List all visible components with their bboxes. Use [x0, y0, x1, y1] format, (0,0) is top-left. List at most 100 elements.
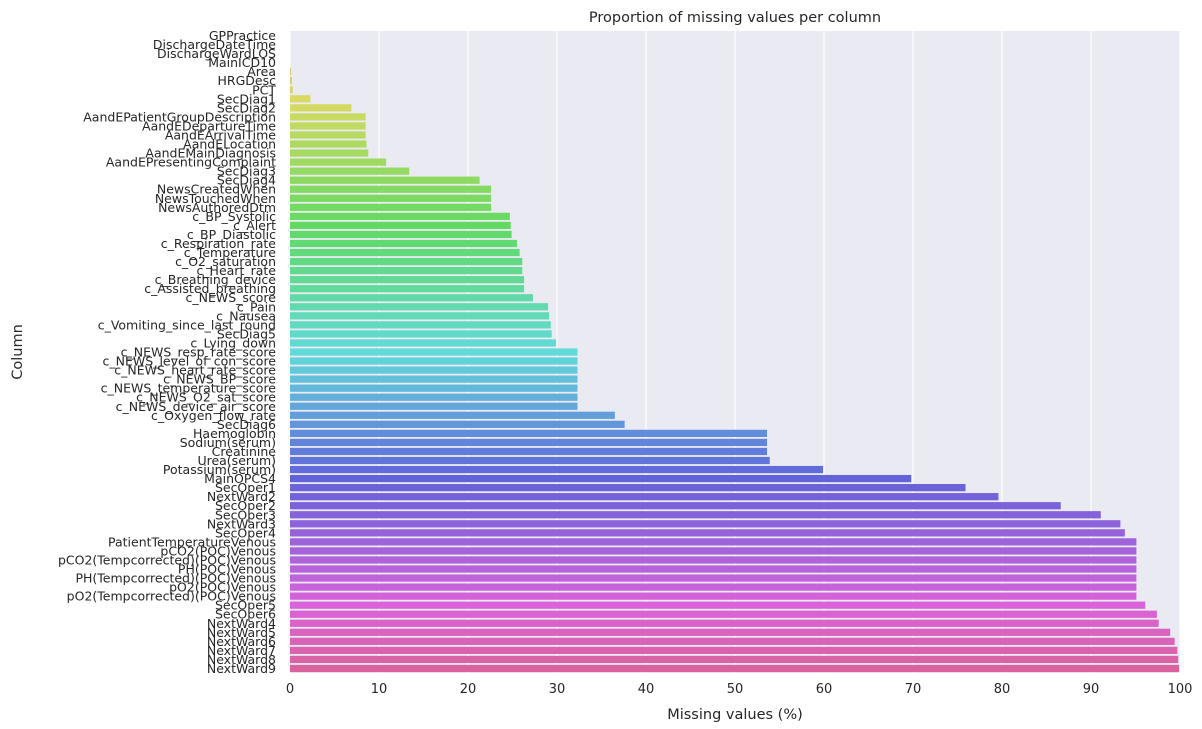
- category-label-AandEPatientGroupDescription: AandEPatientGroupDescription: [83, 109, 276, 124]
- category-label-SecDiag3: SecDiag3: [217, 164, 276, 179]
- x-tick-label-90: 90: [1083, 682, 1100, 697]
- bar-PCT: [290, 86, 293, 94]
- bar-SecOper4: [290, 529, 1125, 537]
- bar-c_NEWS_device_air_score: [290, 402, 578, 410]
- category-label-NewsAuthoredDtm: NewsAuthoredDtm: [158, 200, 276, 215]
- bar-c_NEWS_BP_score: [290, 375, 578, 383]
- category-label-c_BP_Diastolic: c_BP_Diastolic: [187, 227, 276, 242]
- bar-AandEDepartureTime: [290, 122, 366, 130]
- category-label-PCT: PCT: [252, 82, 276, 97]
- bar-AandELocation: [290, 140, 367, 148]
- category-label-SecOper6: SecOper6: [215, 607, 276, 622]
- bar-c_Temperature: [290, 248, 520, 257]
- category-label-c_O2_saturation: c_O2_saturation: [175, 254, 276, 269]
- x-tick-label-10: 10: [371, 682, 388, 697]
- bar-SecOper3: [290, 511, 1101, 519]
- bar-c_Respiration_rate: [290, 239, 517, 248]
- bar-c_Oxygen_flow_rate: [290, 411, 615, 419]
- category-label-c_Heart_rate: c_Heart_rate: [196, 263, 276, 278]
- bar-SecOper5: [290, 601, 1146, 609]
- category-label-NextWard8: NextWard8: [207, 652, 276, 667]
- bar-NextWard3: [290, 520, 1121, 528]
- category-label-SecOper4: SecOper4: [215, 525, 276, 540]
- category-label-DischargeDateTime: DischargeDateTime: [153, 37, 276, 52]
- category-label-GPPractice: GPPractice: [209, 28, 276, 43]
- bar-SecDiag2: [290, 104, 352, 112]
- bar-AandEPatientGroupDescription: [290, 113, 366, 121]
- x-tick-label-0: 0: [286, 682, 294, 697]
- x-axis-title: Missing values (%): [667, 707, 803, 723]
- bar-NextWard6: [290, 637, 1175, 645]
- bar-Sodium(serum): [290, 438, 768, 447]
- category-label-Area: Area: [247, 64, 276, 79]
- category-label-Potassium(serum): Potassium(serum): [163, 462, 276, 477]
- category-label-Haemoglobin: Haemoglobin: [193, 426, 276, 441]
- x-tick-labels: 0 10 20 30 40 50 60 70 80 90 100: [286, 682, 1193, 697]
- bar-NextWard2: [290, 493, 999, 501]
- category-label-PH(Tempcorrected)(POC)Venous: PH(Tempcorrected)(POC)Venous: [75, 571, 276, 586]
- category-label-c_Nausea: c_Nausea: [216, 308, 276, 323]
- bar-pCO2(POC)Venous: [290, 547, 1137, 555]
- category-label-AandEMainDiagnosis: AandEMainDiagnosis: [145, 146, 276, 161]
- category-label-NextWard6: NextWard6: [207, 634, 276, 649]
- bar-c_NEWS_score: [290, 294, 533, 302]
- bar-NextWard7: [290, 646, 1178, 655]
- bar-Haemoglobin: [290, 429, 768, 437]
- bar-c_Pain: [290, 303, 549, 311]
- bar-AandEPresentingComplaint: [290, 158, 387, 166]
- category-label-NextWard2: NextWard2: [207, 489, 276, 504]
- bar-c_Assisted_breathing: [290, 285, 525, 293]
- category-label-SecDiag4: SecDiag4: [217, 173, 276, 188]
- category-label-c_NEWS_device_air_score: c_NEWS_device_air_score: [116, 399, 277, 414]
- category-label-c_Alert: c_Alert: [233, 218, 276, 233]
- bar-c_Lying_down: [290, 339, 557, 347]
- category-label-PH(POC)Venous: PH(POC)Venous: [178, 562, 276, 577]
- bar-Area: [290, 68, 291, 76]
- category-label-PatientTemperatureVenous: PatientTemperatureVenous: [108, 534, 276, 549]
- x-tick-label-40: 40: [638, 682, 655, 697]
- bar-c_NEWS_temperature_score: [290, 384, 578, 392]
- bar-SecDiag3: [290, 167, 410, 175]
- category-label-SecOper2: SecOper2: [215, 498, 276, 513]
- bar-NewsTouchedWhen: [290, 194, 492, 202]
- x-tick-label-60: 60: [816, 682, 833, 697]
- bar-SecOper1: [290, 484, 966, 492]
- category-label-c_NEWS_temperature_score: c_NEWS_temperature_score: [101, 381, 277, 396]
- bar-PatientTemperatureVenous: [290, 538, 1137, 546]
- x-tick-label-70: 70: [905, 682, 922, 697]
- bar-AandEArrivalTime: [290, 131, 366, 139]
- bar-Urea(serum): [290, 456, 770, 465]
- bar-c_O2_saturation: [290, 257, 523, 266]
- category-label-c_Oxygen_flow_rate: c_Oxygen_flow_rate: [151, 408, 276, 423]
- category-label-c_Assisted_breathing: c_Assisted_breathing: [144, 281, 276, 296]
- category-label-c_Pain: c_Pain: [237, 299, 276, 314]
- category-label-c_NEWS_level_of_con_score: c_NEWS_level_of_con_score: [103, 354, 277, 369]
- x-tick-label-30: 30: [549, 682, 566, 697]
- category-label-pO2(POC)Venous: pO2(POC)Venous: [169, 580, 276, 595]
- bar-c_Nausea: [290, 312, 549, 320]
- category-label-NewsTouchedWhen: NewsTouchedWhen: [155, 191, 276, 206]
- category-label-Creatinine: Creatinine: [212, 444, 277, 459]
- category-label-AandEPresentingComplaint: AandEPresentingComplaint: [106, 155, 276, 170]
- bar-SecDiag6: [290, 420, 625, 428]
- bar-c_Breathing_device: [290, 276, 525, 284]
- bar-HRGDesc: [290, 77, 292, 85]
- category-label-HRGDesc: HRGDesc: [218, 73, 277, 88]
- category-label-NextWard9: NextWard9: [207, 661, 276, 676]
- y-axis-title: Column: [10, 324, 26, 380]
- category-label-c_NEWS_score: c_NEWS_score: [185, 290, 276, 305]
- category-label-Sodium(serum): Sodium(serum): [180, 435, 276, 450]
- bar-c_NEWS_level_of_con_score: [290, 357, 578, 365]
- category-label-NextWard7: NextWard7: [207, 643, 276, 658]
- bar-c_Heart_rate: [290, 267, 523, 275]
- bar-NextWard9: [290, 664, 1180, 673]
- category-label-SecDiag6: SecDiag6: [217, 417, 276, 432]
- category-label-c_Breathing_device: c_Breathing_device: [155, 272, 277, 287]
- chart-title: Proportion of missing values per column: [589, 10, 881, 26]
- bar-c_BP_Systolic: [290, 212, 510, 220]
- category-label-c_Respiration_rate: c_Respiration_rate: [161, 236, 277, 251]
- bar-c_NEWS_O2_sat_score: [290, 393, 578, 401]
- bar-c_NEWS_resp_rate_score: [290, 348, 578, 356]
- bar-SecOper6: [290, 610, 1157, 618]
